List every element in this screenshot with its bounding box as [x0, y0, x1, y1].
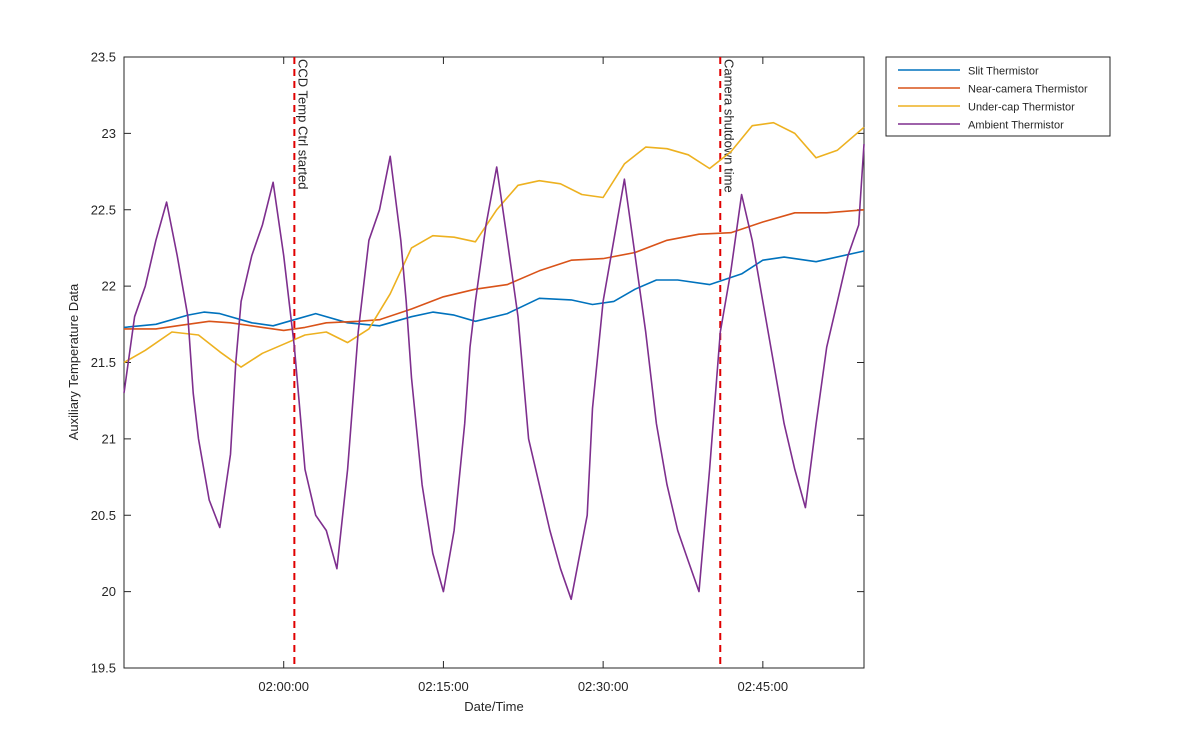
- x-tick-label: 02:00:00: [258, 679, 309, 694]
- legend-label: Slit Thermistor: [968, 66, 1039, 78]
- x-tick-label: 02:30:00: [578, 679, 629, 694]
- y-tick-label: 19.5: [91, 661, 116, 676]
- series-line-ambient-thermistor: [123, 144, 865, 601]
- y-tick-label: 22.5: [91, 202, 116, 217]
- annotation-label: Camera shutdown time: [721, 59, 736, 193]
- legend-label: Near-camera Thermistor: [968, 84, 1088, 96]
- series-line-under-cap-thermistor: [123, 121, 865, 368]
- annotation-label: CCD Temp Ctrl started: [295, 59, 310, 190]
- legend: Slit Thermistor Near-camera Thermistor Und…: [885, 56, 1111, 137]
- legend-label: Ambient Thermistor: [968, 120, 1064, 132]
- series-group: [123, 121, 865, 601]
- y-tick-label: 23.5: [91, 50, 116, 65]
- legend-label: Under-cap Thermistor: [968, 102, 1075, 114]
- y-tick-label: 22: [102, 279, 116, 294]
- series-line-near-camera-thermistor: [124, 209, 865, 332]
- x-axis-label: Date/Time: [464, 699, 523, 714]
- y-axis: 19.5 20 20.5 21 21.5 22 22.5 23 23.5: [91, 50, 864, 676]
- x-axis: 02:00:00 02:15:00 02:30:00 02:45:00: [258, 57, 788, 694]
- y-tick-label: 21: [102, 431, 116, 446]
- x-tick-label: 02:45:00: [738, 679, 789, 694]
- y-axis-label: Auxiliary Temperature Data: [66, 283, 81, 440]
- y-tick-label: 20.5: [91, 508, 116, 523]
- y-tick-label: 20: [102, 584, 116, 599]
- x-tick-label: 02:15:00: [418, 679, 469, 694]
- annotation-lines: CCD Temp Ctrl started Camera shutdown tim…: [293, 57, 736, 668]
- y-tick-label: 21.5: [91, 355, 116, 370]
- y-tick-label: 23: [102, 126, 116, 141]
- series-line-slit-thermistor: [123, 250, 865, 329]
